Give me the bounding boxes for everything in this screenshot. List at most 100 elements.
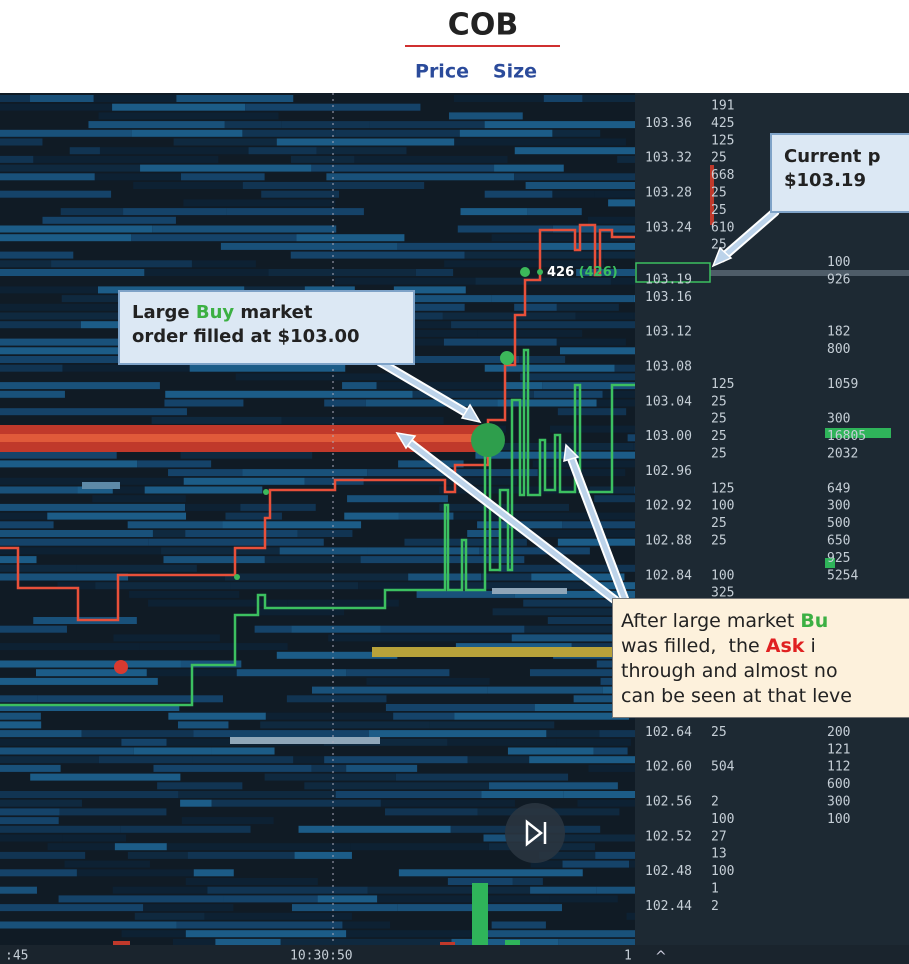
heat-cell	[260, 721, 430, 729]
ask-size: 100	[711, 499, 734, 514]
heat-cell	[626, 912, 635, 920]
heat-cell	[0, 390, 65, 398]
bid-size: 300	[827, 795, 850, 810]
heat-cell	[81, 730, 194, 738]
header-size: Size	[493, 61, 537, 83]
heat-cell	[523, 599, 635, 607]
heat-cell	[0, 869, 77, 877]
ask-wall-core	[0, 434, 490, 442]
heat-cell	[333, 390, 413, 398]
heat-cell	[358, 582, 461, 590]
heat-cell	[324, 399, 366, 407]
heat-cell	[335, 791, 482, 798]
heat-cell	[492, 608, 631, 616]
heat-cell	[164, 399, 244, 407]
heat-cell	[503, 512, 635, 520]
heat-cell	[556, 738, 631, 746]
heat-cell	[298, 825, 451, 833]
ask-size: 25	[711, 238, 727, 253]
price: 103.00	[645, 429, 692, 444]
bid-size: 649	[827, 481, 850, 496]
heat-cell	[582, 95, 635, 102]
heat-cell	[593, 747, 628, 755]
heat-cell	[0, 825, 121, 833]
time-axis	[0, 945, 909, 964]
heat-cell	[439, 503, 569, 511]
heat-cell	[279, 547, 368, 555]
heat-cell	[453, 95, 544, 102]
heat-cell	[594, 495, 635, 503]
heat-cell	[181, 173, 265, 181]
play-button[interactable]	[505, 803, 565, 863]
heat-cell	[254, 625, 292, 633]
heat-cell	[467, 756, 530, 764]
expand-caret[interactable]: ^	[655, 949, 667, 964]
bid-size: 100	[827, 812, 850, 827]
heat-cell	[60, 208, 124, 216]
callout-text: i	[804, 635, 816, 657]
heat-cell	[602, 390, 635, 398]
heat-cell	[617, 155, 635, 163]
heat-cell	[76, 564, 197, 572]
heat-cell	[0, 512, 48, 520]
heat-cell	[563, 791, 635, 798]
callout-text: order filled at $103.00	[132, 326, 360, 347]
price: 103.16	[645, 290, 692, 305]
heat-cell	[112, 486, 145, 494]
heat-cell	[0, 164, 141, 172]
heat-cell	[240, 503, 316, 511]
heat-cell	[51, 260, 192, 268]
ask-size: 125	[711, 377, 734, 392]
heat-cell	[144, 269, 269, 276]
heat-cell	[294, 851, 352, 859]
heat-cell	[42, 216, 176, 224]
heat-cell	[415, 269, 454, 276]
heat-cell	[121, 738, 167, 746]
header-price: Price	[415, 61, 469, 83]
heat-cell	[0, 625, 67, 633]
bid-size: 925	[827, 551, 850, 566]
callout-line: $103.19	[784, 169, 897, 193]
ask-size: 425	[711, 116, 734, 131]
heat-cell	[562, 860, 630, 868]
heat-cell	[211, 747, 275, 755]
heat-cell	[165, 390, 334, 398]
heat-cell	[398, 869, 583, 877]
heat-cell	[183, 199, 336, 207]
heat-cell	[457, 225, 553, 233]
heat-cell	[514, 590, 635, 598]
time-label: :45	[5, 949, 28, 964]
ask-size: 25	[711, 203, 727, 218]
price: 102.92	[645, 499, 692, 514]
heat-cell	[128, 573, 225, 581]
heat-cell	[588, 764, 635, 772]
heat-cell	[344, 512, 399, 520]
heat-cell	[0, 234, 132, 242]
callout-current-price: Current p $103.19	[770, 133, 909, 213]
heat-cell	[377, 895, 550, 903]
ask-size: 25	[711, 429, 727, 444]
heat-cell	[0, 460, 138, 468]
trade-bubble	[114, 660, 128, 674]
heat-cell	[176, 95, 294, 102]
ask-size: 25	[711, 186, 727, 201]
heat-cell	[177, 721, 229, 729]
heat-cell	[304, 782, 490, 790]
heat-cell	[444, 260, 605, 268]
current-row	[710, 270, 909, 276]
bid-size: 800	[827, 342, 850, 357]
ask-size: 325	[711, 586, 734, 601]
trade-label: 426 (426)	[547, 265, 618, 280]
trade-bubble	[500, 351, 514, 365]
heat-cell	[0, 364, 63, 372]
heat-cell	[0, 269, 145, 276]
volume-bar	[505, 940, 520, 945]
heat-cell	[291, 904, 398, 912]
heat-cell	[161, 547, 280, 555]
heat-cell	[112, 103, 246, 111]
bid-size: 121	[827, 742, 850, 757]
heat-cell	[77, 486, 113, 494]
heat-cell	[546, 730, 600, 738]
volume-bar	[113, 941, 130, 945]
heat-cell	[139, 643, 288, 651]
